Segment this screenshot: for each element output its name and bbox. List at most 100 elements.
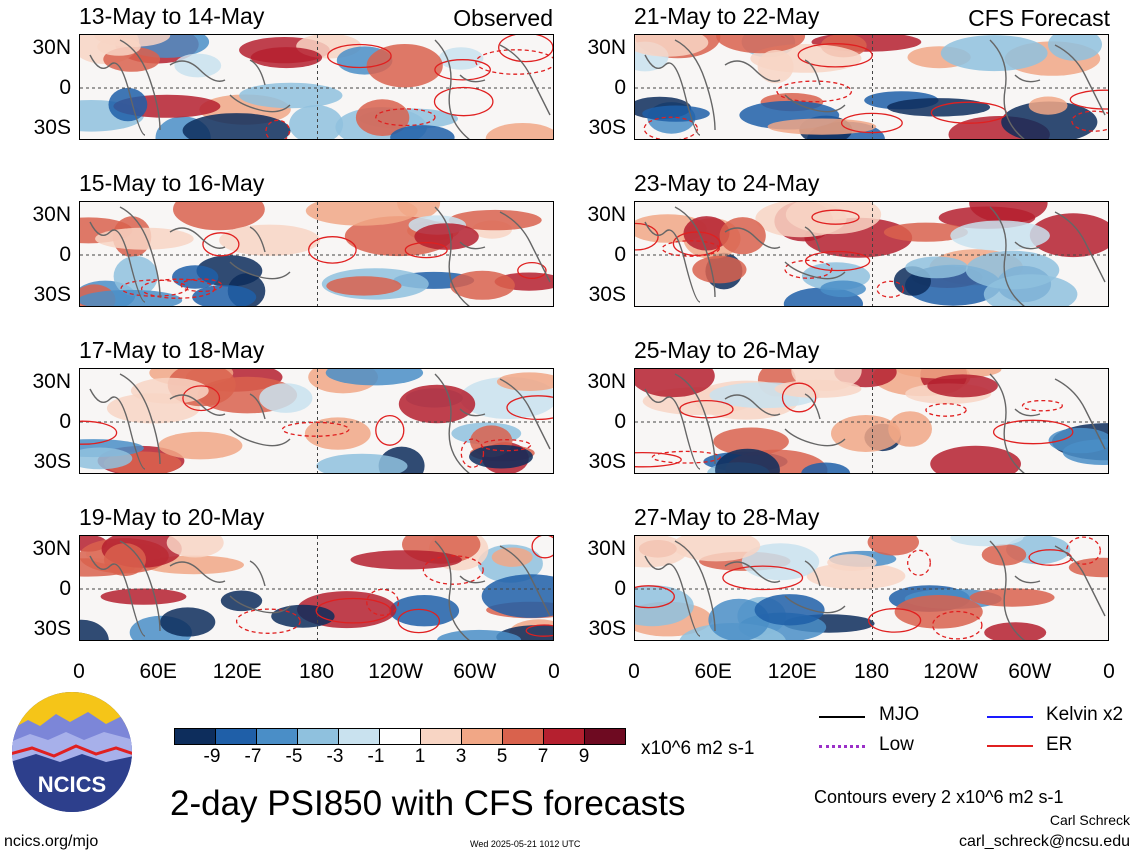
field-blob: [325, 369, 424, 386]
coastline: [89, 206, 551, 306]
lat-tick-label: 0: [59, 243, 71, 266]
er-contour: [265, 119, 291, 139]
colorbar-tick-label: 7: [537, 746, 549, 767]
er-contour: [840, 112, 903, 134]
field-blob: [113, 256, 158, 297]
lon-tick-label: 120W: [368, 660, 424, 683]
lon-tick-label: 180: [853, 660, 890, 683]
field-blob: [182, 113, 291, 139]
field-blob: [713, 427, 789, 456]
field-blob: [390, 125, 455, 139]
colorbar-tick-label: -1: [367, 746, 385, 767]
legend-low-line: [819, 745, 865, 748]
colorbar-tick-label: 9: [578, 746, 590, 767]
field-blob: [708, 598, 770, 640]
field-blob: [950, 220, 1050, 251]
er-contour: [422, 555, 484, 585]
lat-tick-label: 30N: [587, 537, 626, 560]
er-contour: [651, 450, 721, 464]
lon-tick-label: 0: [1103, 660, 1115, 683]
forecast-header: CFS Forecast: [968, 5, 1110, 31]
lat-tick-label: 30S: [33, 450, 71, 473]
field-blob: [831, 415, 901, 452]
logo-text: NCICS: [38, 772, 106, 797]
lon-tick-label: 180: [298, 660, 335, 683]
er-contour: [202, 232, 240, 257]
map-panel: [634, 535, 1109, 641]
field-blob: [485, 123, 553, 139]
field-blob: [719, 217, 766, 255]
lat-tick-label: 0: [59, 577, 71, 600]
field-blob: [969, 202, 1048, 224]
field-blob: [981, 544, 1027, 566]
er-contour: [907, 549, 931, 576]
lat-tick-label: 30S: [588, 283, 626, 306]
legend-mjo-line: [819, 716, 865, 718]
er-contour: [1071, 110, 1108, 132]
lat-tick-label: 30S: [33, 116, 71, 139]
field-blob: [304, 417, 371, 450]
author: Carl Schreck: [1049, 812, 1130, 828]
units-label: x10^6 m2 s-1: [641, 738, 755, 759]
field-blob: [806, 562, 906, 590]
colorbar-tick-label: -3: [326, 746, 344, 767]
field-blob: [969, 588, 1055, 607]
er-contour: [992, 419, 1074, 445]
er-contour: [784, 259, 833, 279]
field-blob: [1029, 213, 1108, 258]
map-panel: [634, 34, 1109, 140]
coastline: [89, 373, 551, 473]
field-blob: [635, 369, 715, 398]
er-contour: [722, 565, 804, 591]
main-title: 2-day PSI850 with CFS forecasts: [170, 784, 686, 823]
field-blob: [887, 98, 991, 117]
er-contour: [661, 240, 720, 257]
field-blob: [250, 47, 323, 69]
colorbar-cell: [502, 728, 544, 745]
er-contour: [781, 382, 817, 413]
legend-er-line: [987, 745, 1033, 747]
field-blob: [449, 270, 515, 300]
panel-title: 27-May to 28-May: [634, 504, 820, 530]
field-blob: [80, 447, 133, 470]
field-blob: [95, 227, 194, 250]
colorbar-cell: [420, 728, 462, 745]
er-contour: [475, 49, 553, 75]
field-blob: [692, 255, 747, 284]
field-blob: [366, 44, 443, 88]
field-blob: [774, 379, 862, 398]
field-blob: [350, 550, 462, 570]
er-contour: [804, 250, 871, 272]
er-contour: [517, 261, 547, 280]
lon-tick-label: 120E: [767, 660, 817, 683]
panel-title: 15-May to 16-May: [79, 170, 265, 196]
er-contour: [327, 43, 392, 69]
colorbar-cell: [338, 728, 380, 745]
panel-title: 23-May to 24-May: [634, 170, 820, 196]
field-blob: [642, 105, 710, 122]
lat-tick-label: 30N: [587, 36, 626, 59]
er-contour: [1069, 89, 1108, 110]
er-contour: [932, 610, 983, 640]
field-blob: [80, 619, 109, 640]
colorbar-tick-label: 1: [414, 746, 426, 767]
er-contour: [397, 608, 441, 634]
panel-title: 25-May to 26-May: [634, 337, 820, 363]
field-blob: [220, 590, 263, 612]
panel-title: 21-May to 22-May: [634, 3, 820, 29]
er-contour: [643, 116, 699, 139]
lat-tick-label: 30N: [32, 370, 71, 393]
field-blob: [130, 377, 209, 404]
colorbar-tick-label: 3: [455, 746, 467, 767]
field-blob: [160, 607, 216, 637]
er-contour: [1066, 536, 1101, 565]
panel-title: 17-May to 18-May: [79, 337, 265, 363]
lon-tick-label: 60W: [453, 660, 497, 683]
field-blob: [491, 547, 533, 567]
field-blob: [672, 536, 761, 562]
er-contour: [635, 585, 675, 609]
field-blob: [754, 594, 825, 626]
field-blob: [741, 543, 820, 581]
field-blob: [1028, 96, 1068, 115]
coastline: [89, 39, 551, 139]
